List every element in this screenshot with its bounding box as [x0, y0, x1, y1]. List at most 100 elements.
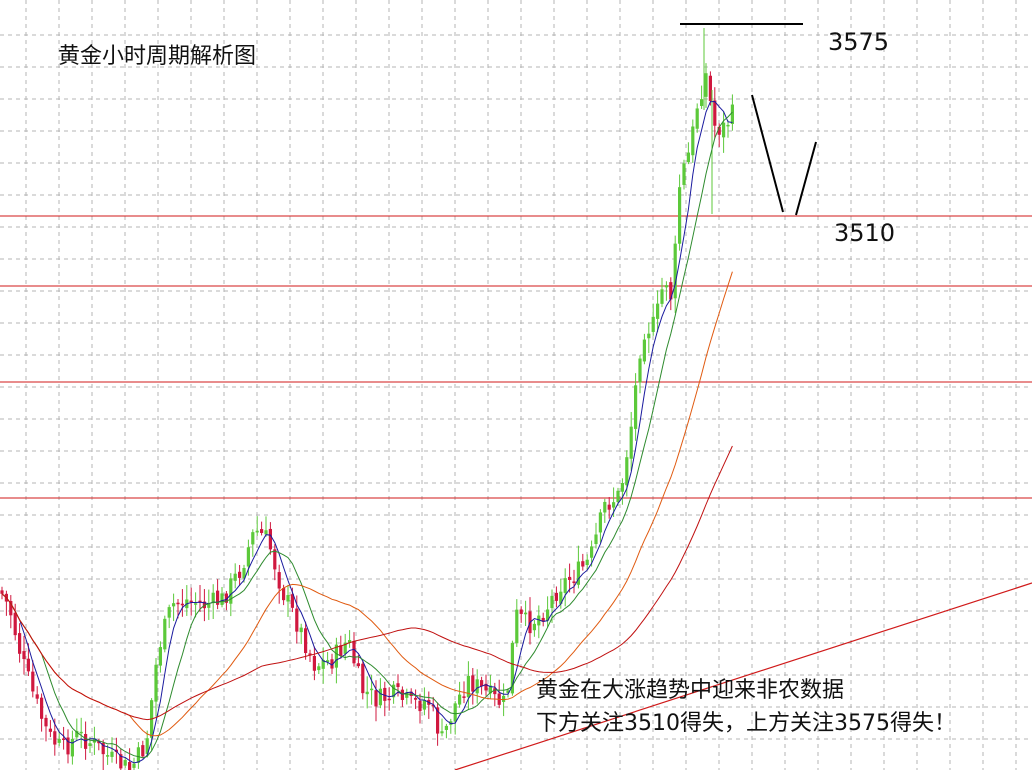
candle-body: [436, 707, 440, 734]
candle-body: [616, 490, 620, 503]
candle-body: [493, 688, 497, 695]
candle-body: [524, 612, 528, 615]
candle-body: [334, 644, 338, 668]
candle-body: [62, 738, 66, 740]
candle-body: [141, 745, 145, 757]
candle-body: [726, 124, 730, 127]
candle-body: [519, 609, 523, 614]
candle-body: [568, 576, 572, 580]
candle-body: [537, 615, 541, 626]
candle-body: [488, 685, 492, 694]
candles: [0, 28, 734, 770]
moving-averages: [1, 100, 733, 764]
candle-body: [365, 691, 369, 695]
candle-body: [216, 590, 220, 605]
candle-body: [374, 690, 378, 707]
candle-body: [612, 502, 616, 508]
candle-body: [656, 303, 660, 319]
candle-body: [9, 601, 13, 616]
candle-body: [396, 683, 400, 688]
candle-body: [532, 623, 536, 631]
candle-body: [669, 282, 673, 300]
candle-body: [57, 738, 61, 743]
candle-body: [440, 731, 444, 734]
projection-up-stroke: [795, 141, 817, 216]
candle-body: [418, 700, 422, 712]
candle-body: [154, 664, 158, 702]
candle-body: [106, 755, 110, 757]
candle-body: [392, 684, 396, 698]
candle-body: [75, 730, 79, 738]
candle-body: [422, 700, 426, 710]
candle-body: [462, 696, 466, 698]
candle-body: [550, 595, 554, 608]
candle-body: [585, 559, 589, 566]
candle-body: [387, 698, 391, 701]
candle-body: [642, 339, 646, 362]
projection-down-stroke: [751, 94, 784, 213]
candle-body: [480, 680, 484, 687]
candle-body: [163, 618, 167, 650]
candle-body: [176, 602, 180, 605]
ma-long-line: [1, 445, 733, 721]
level-label-3510: 3510: [834, 219, 896, 247]
candle-body: [264, 530, 268, 535]
candle-body: [330, 659, 334, 669]
candle-body: [554, 592, 558, 601]
candle-body: [167, 607, 171, 618]
candle-body: [409, 691, 413, 697]
candle-body: [66, 737, 70, 755]
candle-body: [695, 108, 699, 129]
candle-body: [22, 651, 26, 660]
candle-body: [515, 609, 519, 644]
candle-body: [466, 675, 470, 698]
candle-body: [145, 738, 149, 754]
candle-body: [356, 663, 360, 667]
support-resistance-lines: [0, 215, 1032, 499]
candle-body: [48, 728, 52, 732]
candle-body: [224, 593, 228, 603]
candle-body: [268, 528, 272, 550]
candle-body: [246, 547, 250, 567]
candle-body: [594, 534, 598, 545]
candle-body: [343, 642, 347, 654]
candle-body: [97, 741, 101, 744]
candle-body: [198, 600, 202, 603]
candle-body: [405, 692, 409, 698]
candle-body: [634, 385, 638, 429]
annotation-line-2: 下方关注3510得失，上方关注3575得失！: [536, 711, 956, 736]
candle-body: [273, 549, 277, 570]
candle-body: [18, 633, 22, 654]
candle-body: [317, 666, 321, 671]
candle-body: [352, 641, 356, 664]
candle-body: [607, 504, 611, 510]
candle-body: [339, 645, 343, 656]
candle-body: [238, 571, 242, 578]
candle-body: [128, 762, 132, 770]
candle-body: [233, 573, 237, 581]
candle-body: [207, 603, 211, 608]
candle-body: [304, 628, 308, 654]
candle-body: [453, 703, 457, 722]
candle-body: [13, 612, 17, 636]
candle-body: [572, 581, 576, 584]
candle-body: [132, 763, 136, 768]
chart-title: 黄金小时周期解析图: [58, 44, 257, 69]
candle-body: [471, 675, 475, 692]
candle-body: [370, 688, 374, 691]
candle-body: [713, 100, 717, 126]
candle-body: [678, 187, 682, 244]
candle-body: [136, 747, 140, 763]
candle-body: [44, 717, 48, 727]
candle-body: [383, 687, 387, 701]
candle-body: [361, 663, 365, 694]
candle-body: [101, 742, 105, 755]
candle-body: [378, 688, 382, 706]
candle-body: [431, 704, 435, 707]
candle-body: [620, 483, 624, 492]
candle-body: [414, 697, 418, 700]
candle-body: [686, 152, 690, 163]
candle-body: [691, 126, 695, 156]
